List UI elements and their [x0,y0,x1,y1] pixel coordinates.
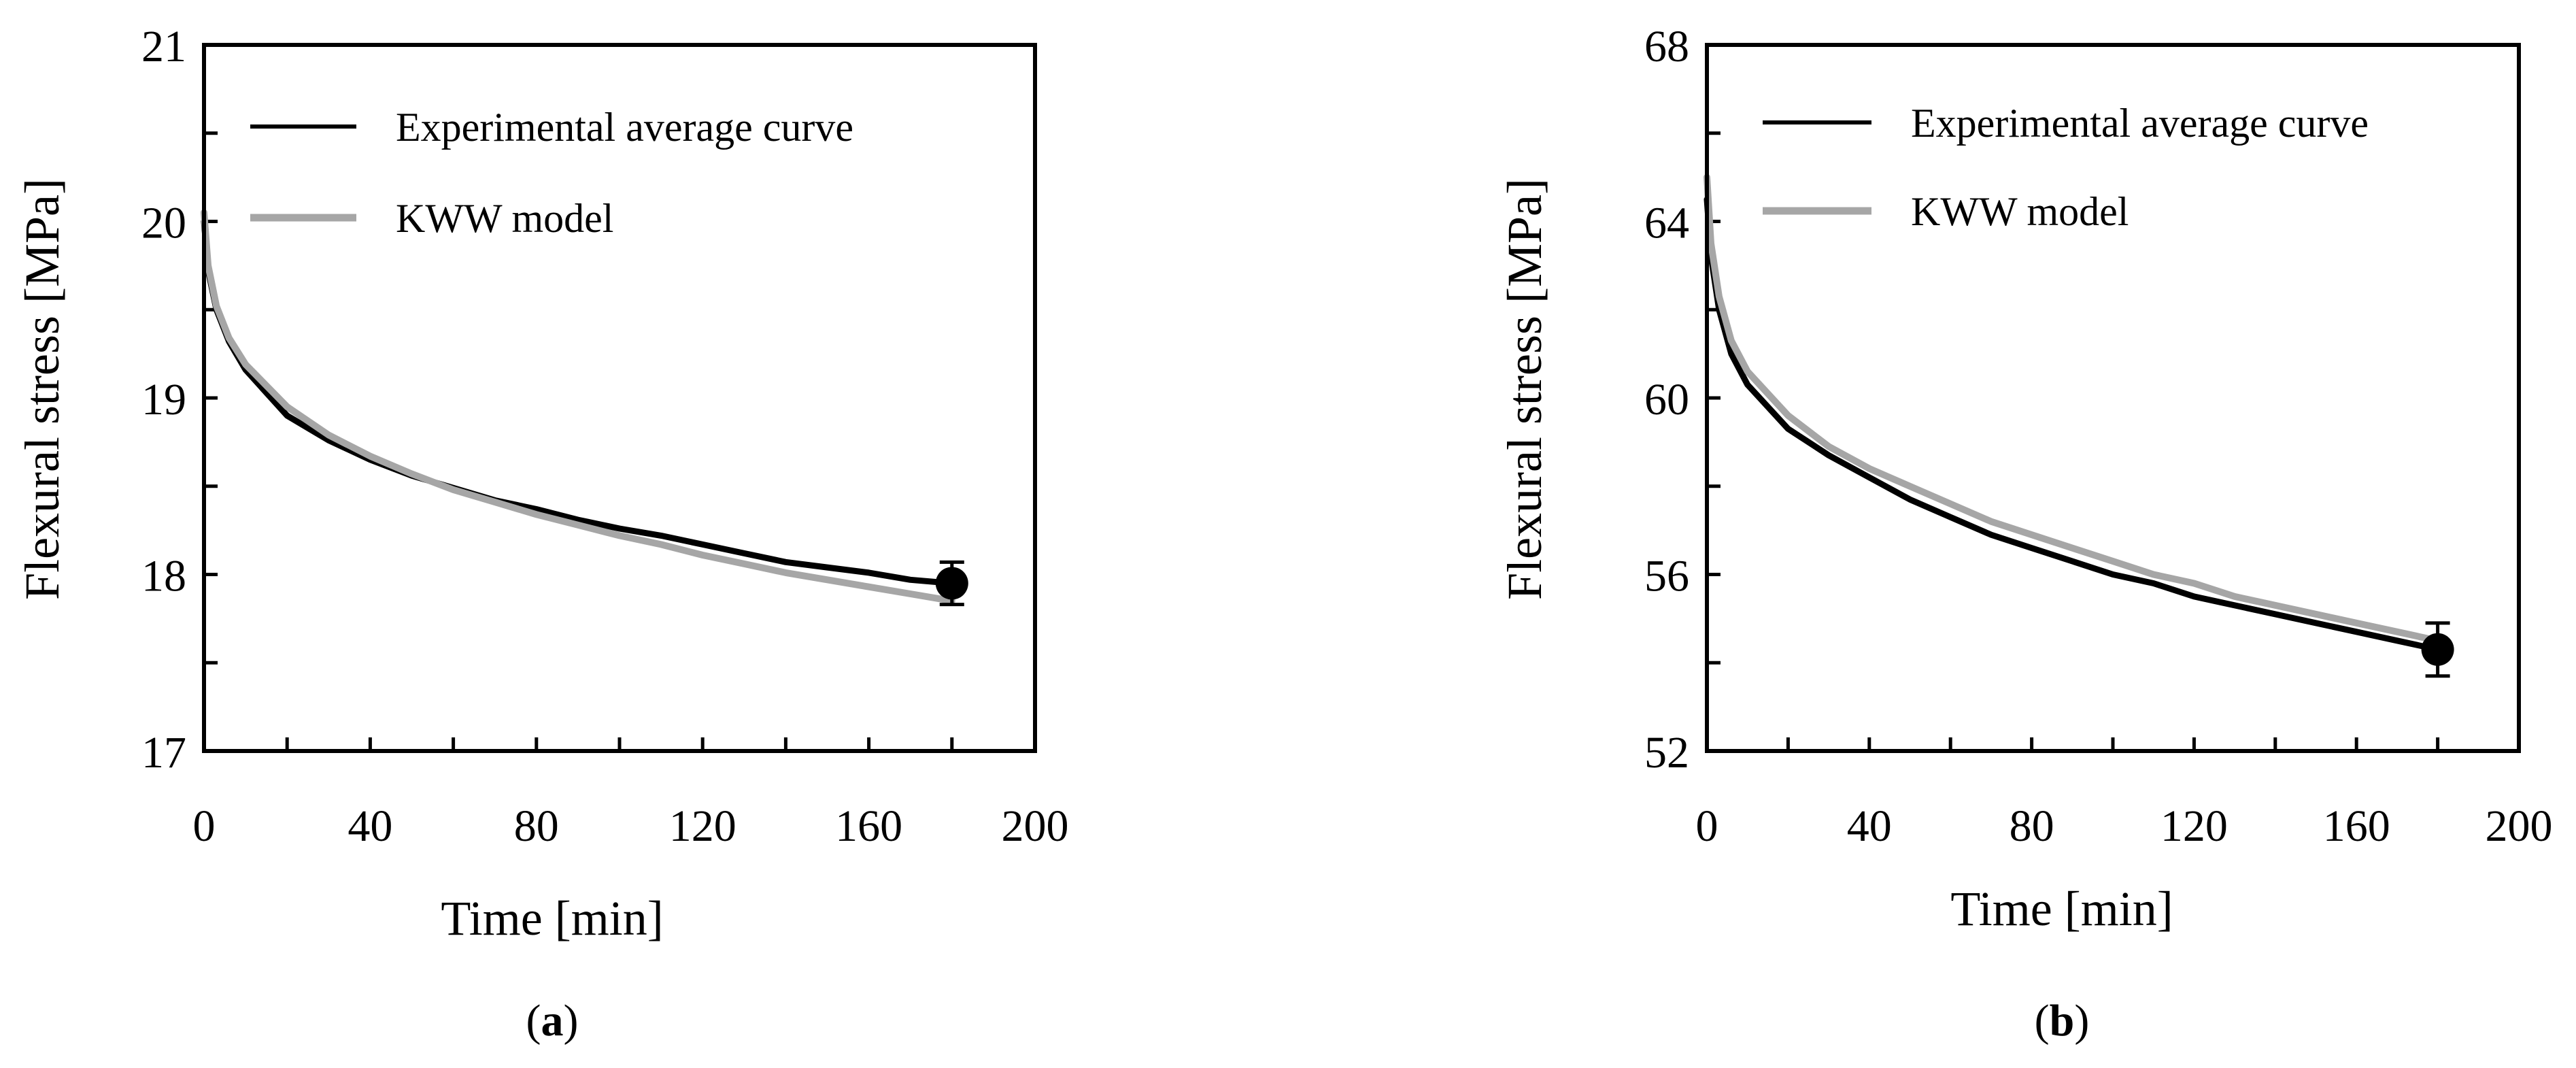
panel-a-x-tick-label: 40 [348,801,392,851]
chart-panel-a: 0 40 80 120 160 200 17 18 19 20 21 Experimental av… [15,22,1069,1046]
panel-b-y-axis-title: Flexural stress [MPa] [1497,178,1552,600]
panel-a-y-tick-label: 17 [141,728,186,778]
panel-b-plot-area [1704,173,2454,678]
panel-a-y-tick-label: 20 [141,199,186,248]
panel-b-y-tick-label: 56 [1644,552,1689,601]
panel-b-minor-ticks: 0 40 80 120 160 200 52 56 60 64 68 [1644,22,2553,851]
panel-a-plot-area [201,209,968,607]
panel-b-y-tick-label: 60 [1644,375,1689,424]
panel-a-series-experimental-line [201,218,955,586]
panel-b-x-tick-label: 80 [2010,801,2054,851]
panel-a-y-tick-label: 19 [141,375,186,424]
panel-b-series-experimental-line [1704,196,2441,653]
panel-b-x-tick-label: 160 [2323,801,2390,851]
panel-a-legend-label-kww: KWW model [396,196,613,241]
panel-a-x-axis-title: Time [min] [441,891,663,946]
panel-b-x-tick-label: 40 [1847,801,1892,851]
panel-b-caption-letter: b [2050,996,2075,1046]
panel-a-minor-ticks: 0 40 80 120 160 200 17 18 19 20 21 [141,22,1069,851]
panel-b-caption-label: (b) [2035,996,2090,1046]
panel-a-plot-frame [202,43,1037,753]
panel-b-endpoint-marker [2421,633,2454,666]
panel-b-x-tick-label: 0 [1696,801,1718,851]
panel-a-endpoint-marker [935,567,968,600]
panel-a-x-tick-label: 160 [835,801,902,851]
panel-a-y-tick-label: 18 [141,552,186,601]
panel-a-series-kww-line [201,209,955,605]
panel-b-y-tick-label: 64 [1644,199,1689,248]
panel-b-y-tick-label: 52 [1644,728,1689,778]
panel-b-x-tick-label: 200 [2486,801,2553,851]
panel-a-y-tick-label: 21 [141,22,186,71]
panel-a-x-tick-label: 0 [193,801,216,851]
chart-panel-b: 0 40 80 120 160 200 52 56 60 64 68 Experimental av… [1497,22,2553,1046]
panel-a-x-tick-label: 120 [669,801,736,851]
panel-b-plot-frame [1705,43,2521,753]
panel-b-legend-label-kww: KWW model [1911,189,2129,234]
panel-a-x-tick-label: 80 [514,801,559,851]
panel-b-y-tick-label: 68 [1644,22,1689,71]
panel-a-legend: Experimental average curve KWW model [250,105,853,241]
panel-a-caption-letter: a [541,996,564,1046]
panel-b-series-kww-line [1704,173,2441,644]
panel-a-caption-label: (a) [526,996,579,1046]
panel-a-x-tick-label: 200 [1002,801,1069,851]
panel-b-x-axis-title: Time [min] [1950,882,2173,936]
panel-a-y-axis-title: Flexural stress [MPa] [15,178,69,600]
panel-b-legend-label-experimental: Experimental average curve [1911,101,2369,146]
panel-b-legend: Experimental average curve KWW model [1763,101,2369,234]
panel-b-x-tick-label: 120 [2160,801,2228,851]
panel-a-legend-label-experimental: Experimental average curve [396,105,853,150]
